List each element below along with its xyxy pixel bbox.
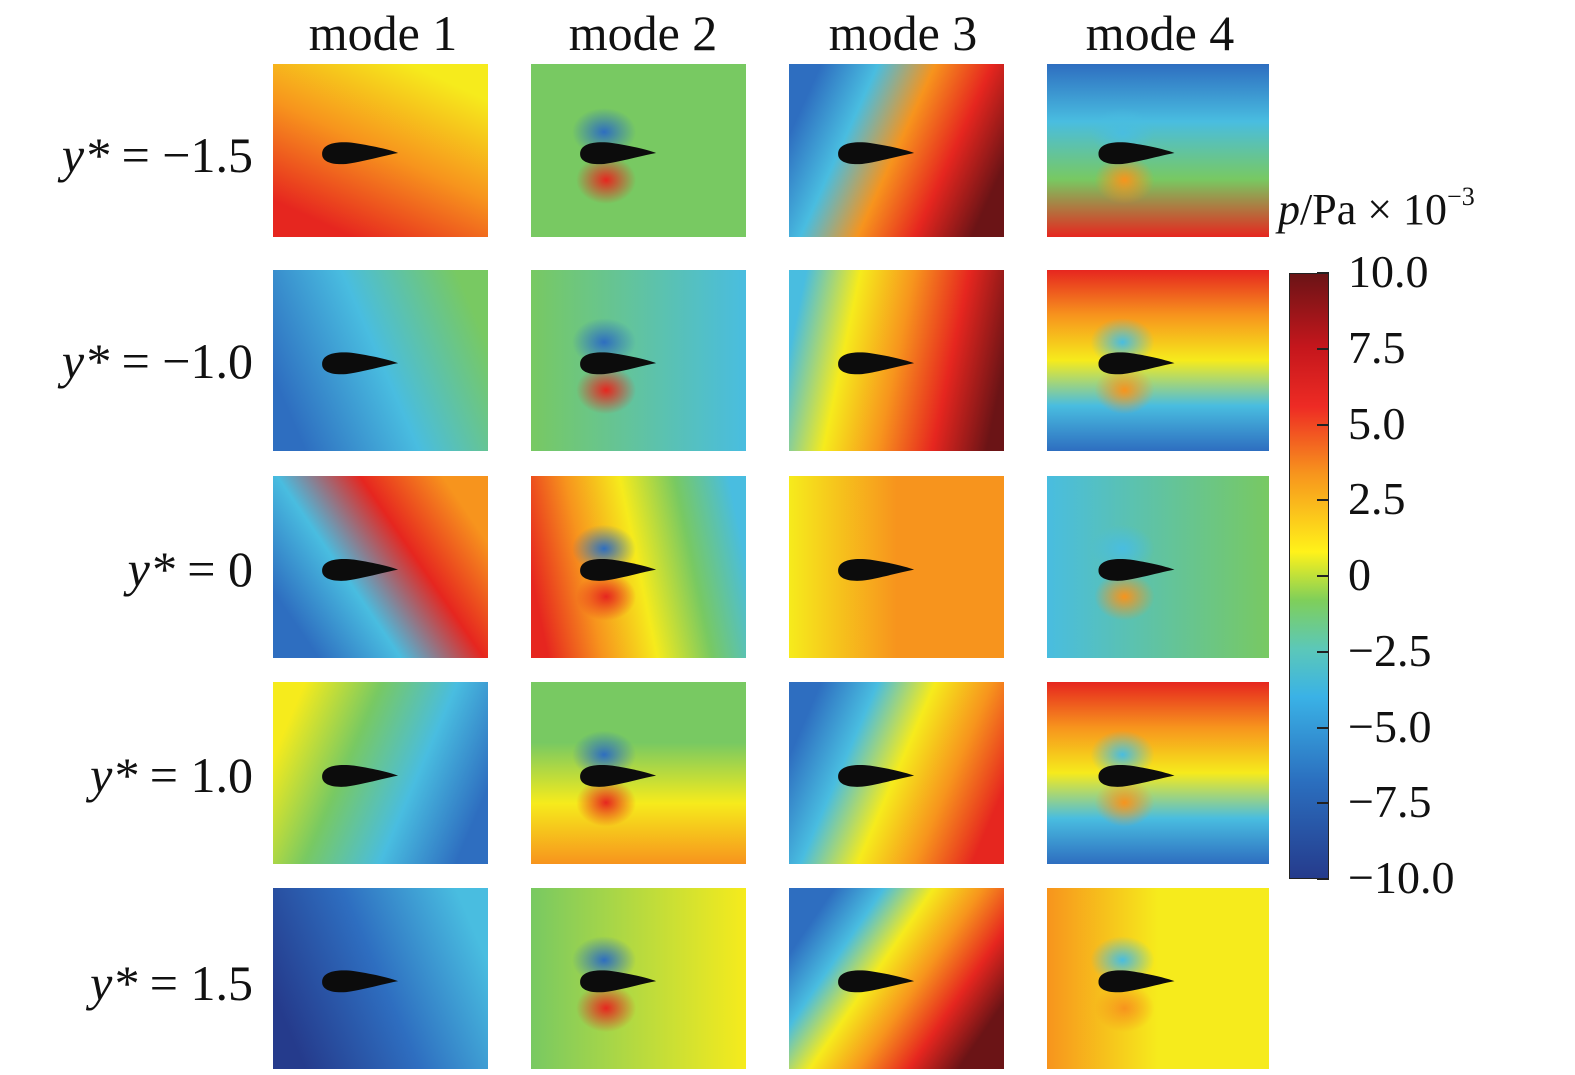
colorbar-title: p/Pa × 10−3 — [1278, 182, 1475, 234]
pressure-field-panel — [273, 682, 488, 864]
pressure-field-panel — [273, 270, 488, 451]
airfoil-shape — [580, 970, 657, 993]
pressure-field-image — [1047, 682, 1269, 864]
pressure-field-image — [1047, 476, 1269, 658]
pressure-field-image — [1047, 888, 1269, 1069]
row-label-1: y* = −1.5 — [61, 127, 253, 183]
pressure-field-panel — [273, 64, 488, 237]
airfoil-shape — [838, 352, 915, 375]
pressure-field-image — [789, 270, 1004, 451]
pressure-field-image — [273, 682, 488, 864]
airfoil-shape — [322, 558, 399, 581]
pressure-field-panel — [789, 64, 1004, 237]
pressure-field-panel — [273, 888, 488, 1069]
colorbar-tick-label: −10.0 — [1348, 852, 1455, 903]
airfoil-shape — [838, 970, 915, 993]
column-title-mode-1: mode 1 — [308, 5, 458, 61]
colorbar-tick — [1317, 423, 1329, 426]
colorbar-tick-label: −2.5 — [1348, 624, 1432, 676]
pressure-field-image — [789, 64, 1004, 237]
airfoil-shape — [838, 142, 915, 165]
colorbar-tick — [1317, 878, 1329, 880]
pressure-field-image — [1047, 270, 1269, 451]
airfoil-shape — [580, 352, 657, 375]
pressure-field-panel — [531, 888, 746, 1069]
colorbar-tick — [1317, 347, 1329, 350]
colorbar-tick — [1317, 650, 1329, 653]
pressure-field-panel — [531, 64, 746, 237]
colorbar-tick — [1317, 726, 1329, 729]
pressure-field-panel — [531, 476, 746, 658]
colorbar-tick-label: 10.0 — [1348, 246, 1429, 297]
airfoil-shape — [580, 764, 657, 787]
pressure-field-panel — [531, 682, 746, 864]
colorbar-tick-label: 7.5 — [1348, 321, 1406, 373]
pressure-field-image — [1047, 64, 1269, 237]
airfoil-shape — [1098, 970, 1175, 993]
column-title-mode-3: mode 3 — [828, 5, 978, 61]
pressure-field-image — [531, 270, 746, 451]
colorbar-tick-label: 5.0 — [1348, 397, 1406, 449]
colorbar-tick — [1317, 272, 1329, 274]
pressure-field-image — [789, 682, 1004, 864]
airfoil-shape — [1098, 142, 1175, 165]
pressure-field-image — [531, 64, 746, 237]
row-label-3: y* = 0 — [127, 541, 253, 597]
row-label-2: y* = −1.0 — [61, 333, 253, 389]
pressure-field-panel — [789, 682, 1004, 864]
airfoil-shape — [1098, 558, 1175, 581]
pressure-field-panel — [531, 270, 746, 451]
airfoil-shape — [838, 558, 915, 581]
airfoil-shape — [1098, 764, 1175, 787]
pressure-field-image — [273, 270, 488, 451]
pressure-field-image — [273, 476, 488, 658]
airfoil-shape — [322, 970, 399, 993]
airfoil-shape — [580, 142, 657, 165]
pressure-field-panel — [1047, 270, 1269, 451]
pressure-field-image — [789, 476, 1004, 658]
pressure-field-image — [531, 888, 746, 1069]
pressure-field-image — [789, 888, 1004, 1069]
pressure-field-panel — [1047, 682, 1269, 864]
airfoil-shape — [322, 764, 399, 787]
airfoil-shape — [580, 558, 657, 581]
column-title-mode-4: mode 4 — [1085, 5, 1235, 61]
colorbar-tick-label: 2.5 — [1348, 473, 1406, 525]
airfoil-shape — [838, 764, 915, 787]
colorbar-tick-label: −7.5 — [1348, 776, 1432, 828]
colorbar-tick — [1317, 575, 1329, 577]
column-title-mode-2: mode 2 — [568, 5, 718, 61]
pressure-field-panel — [789, 476, 1004, 658]
row-label-4: y* = 1.0 — [90, 747, 253, 803]
pressure-field-image — [273, 888, 488, 1069]
colorbar-tick — [1317, 802, 1329, 805]
pressure-field-panel — [789, 888, 1004, 1069]
pressure-field-image — [531, 682, 746, 864]
colorbar-tick — [1317, 499, 1329, 502]
pressure-field-panel — [1047, 476, 1269, 658]
airfoil-shape — [322, 142, 399, 165]
pressure-field-panel — [789, 270, 1004, 451]
pressure-field-image — [531, 476, 746, 658]
pressure-field-panel — [1047, 64, 1269, 237]
airfoil-shape — [1098, 352, 1175, 375]
colorbar-tick-label: −5.0 — [1348, 700, 1432, 752]
pressure-field-panel — [1047, 888, 1269, 1069]
pressure-field-image — [273, 64, 488, 237]
colorbar-tick-label: 0 — [1348, 549, 1371, 600]
row-label-5: y* = 1.5 — [90, 955, 253, 1011]
airfoil-shape — [322, 352, 399, 375]
pressure-field-panel — [273, 476, 488, 658]
